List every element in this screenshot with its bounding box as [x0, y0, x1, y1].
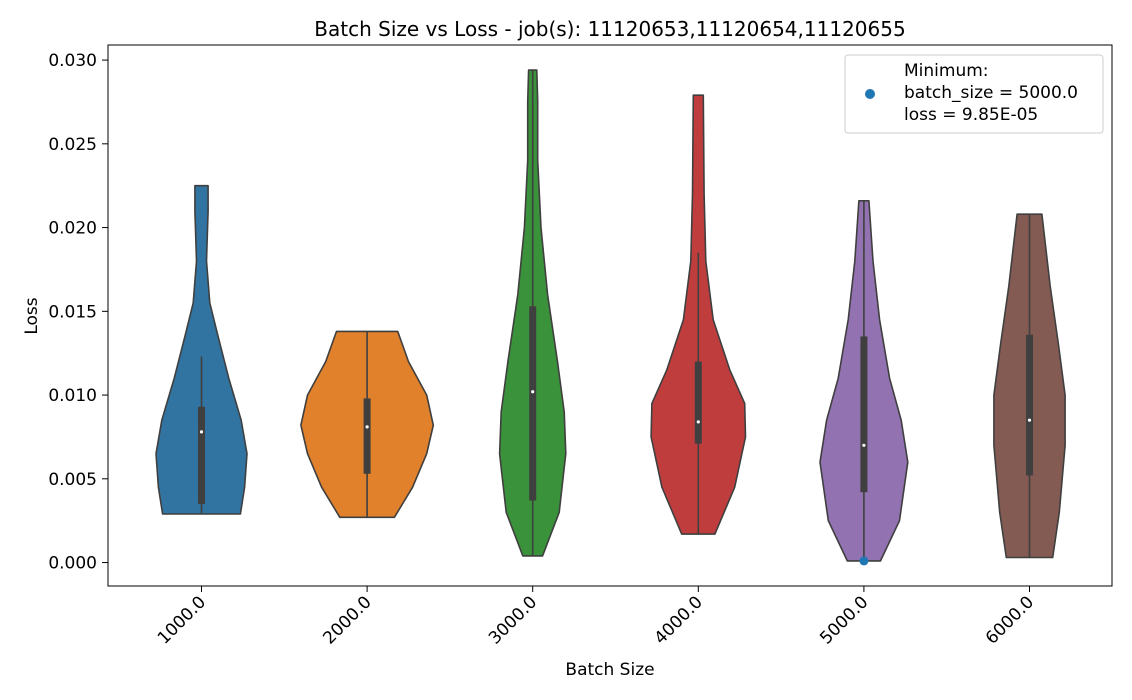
legend: Minimum: batch_size = 5000.0 loss = 9.85… [844, 54, 1104, 134]
violin-iqr-box [529, 306, 537, 501]
violin-median-point [862, 443, 866, 447]
y-tick-label: 0.025 [48, 135, 97, 155]
violin-iqr-box [363, 398, 371, 474]
y-axis-ticks: 0.000 0.005 0.010 0.015 0.020 0.025 0.030 [48, 51, 108, 574]
legend-line-2: batch_size = 5000.0 [904, 83, 1078, 103]
legend-line-3: loss = 9.85E-05 [904, 105, 1038, 125]
violin-iqr-box [1026, 334, 1033, 476]
chart-title: Batch Size vs Loss - job(s): 11120653,11… [314, 17, 905, 41]
y-tick-label: 0.005 [48, 470, 97, 490]
x-tick-label: 3000.0 [485, 592, 541, 648]
y-tick-label: 0.030 [48, 51, 97, 71]
minimum-point-marker [859, 556, 869, 566]
x-tick-label: 1000.0 [154, 592, 210, 648]
legend-box [844, 54, 1104, 134]
violins-layer [155, 69, 1066, 566]
violin-iqr-box [860, 336, 868, 493]
violin-iqr-box [694, 361, 702, 444]
y-tick-label: 0.015 [48, 302, 97, 322]
x-axis-label: Batch Size [565, 660, 654, 680]
plot-frame [107, 44, 1113, 587]
violin-median-point [696, 420, 700, 424]
violin-median-point [365, 425, 369, 429]
violin-median-point [199, 430, 204, 434]
violin-1000.0 [155, 184, 248, 515]
x-tick-label: 5000.0 [816, 592, 872, 648]
violin-median-point [531, 390, 535, 394]
violin-median-point [1027, 418, 1032, 422]
y-tick-label: 0.000 [48, 554, 97, 574]
y-tick-label: 0.020 [48, 219, 97, 239]
x-tick-label: 2000.0 [319, 592, 375, 648]
x-axis-ticks: 1000.0 2000.0 3000.0 4000.0 5000.0 6000.0 [154, 586, 1038, 649]
y-tick-label: 0.010 [48, 386, 97, 406]
legend-line-1: Minimum: [904, 61, 989, 81]
x-tick-label: 4000.0 [651, 592, 707, 648]
x-tick-label: 6000.0 [982, 592, 1038, 648]
y-axis-label: Loss [22, 297, 42, 334]
violin-iqr-box [198, 406, 205, 504]
legend-minimum-marker [865, 89, 875, 99]
